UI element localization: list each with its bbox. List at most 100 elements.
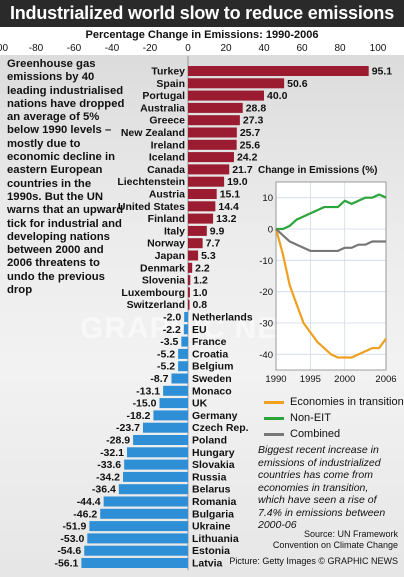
bar [188, 152, 234, 163]
category-label: Romania [192, 496, 237, 508]
value-label: 25.6 [240, 139, 261, 151]
category-label: Slovenia [142, 275, 185, 287]
value-label: 5.3 [201, 250, 216, 262]
value-label: -53.0 [60, 533, 84, 545]
bar [171, 373, 188, 384]
bar [100, 508, 188, 519]
legend-item-economies-in-transition: Economies in transition [264, 396, 404, 408]
value-label: 50.6 [287, 78, 308, 90]
value-label: -46.2 [73, 508, 97, 520]
value-label: -28.9 [106, 435, 130, 447]
value-label: -36.4 [92, 484, 116, 496]
y-tick-label: 0 [268, 225, 273, 236]
value-label: -33.6 [97, 459, 121, 471]
category-label: Poland [192, 435, 227, 447]
category-label: Australia [140, 102, 185, 114]
legend-swatch [264, 416, 284, 420]
intro-text: Greenhouse gas emissions by 40 leading i… [7, 58, 125, 297]
value-label: -2.0 [163, 312, 181, 324]
legend-label: Economies in transition [290, 396, 404, 408]
category-label: France [192, 336, 227, 348]
bar [188, 78, 285, 89]
value-label: 21.7 [232, 164, 253, 176]
bar [81, 558, 188, 568]
value-label: -5.2 [157, 361, 175, 373]
bar [184, 312, 188, 322]
value-label: 2.2 [195, 262, 210, 274]
legend-swatch [264, 400, 284, 404]
value-label: 7.7 [206, 238, 221, 250]
category-label: Switzerland [127, 299, 185, 311]
x-tick-label: -60 [67, 43, 82, 54]
bar [183, 324, 188, 335]
legend-item-non-eit: Non-EIT [264, 412, 331, 424]
category-label: Monaco [192, 385, 232, 397]
plot-border [275, 181, 387, 371]
value-label: -54.6 [57, 545, 81, 557]
bar [123, 471, 188, 482]
note-text: Biggest recent increase in emissions of … [258, 444, 386, 531]
legend-label: Combined [290, 428, 341, 440]
legend-label: Non-EIT [290, 412, 331, 424]
bar [188, 238, 203, 249]
legend-swatch [264, 432, 284, 436]
x-tick-label: 20 [220, 43, 232, 54]
value-label: 28.8 [246, 102, 267, 114]
bar [188, 225, 207, 236]
category-label: Portugal [142, 90, 185, 102]
series-line-non-eit [276, 193, 387, 231]
series-line-economies-in-transition [274, 228, 387, 359]
value-label: 13.2 [216, 213, 237, 225]
category-label: UK [192, 398, 208, 410]
category-label: Japan [155, 250, 185, 262]
bar [188, 66, 369, 76]
x-tick-label: -80 [29, 43, 44, 54]
category-label: Canada [147, 164, 185, 176]
value-label: 27.3 [243, 115, 264, 127]
bar-chart: -100-80-60-40-20020406080100Turkey95.1Sp… [0, 43, 392, 571]
x-tick-label: 80 [334, 43, 346, 54]
value-label: -44.4 [77, 496, 101, 508]
bar [188, 262, 193, 273]
bar [84, 545, 188, 556]
bar [188, 90, 264, 101]
y-tick-label: -40 [259, 350, 273, 361]
y-tick-label: -20 [259, 287, 273, 298]
value-label: -15.0 [133, 398, 157, 410]
category-label: Czech Rep. [192, 422, 249, 434]
value-label: -13.1 [136, 385, 160, 397]
x-tick-label: 100 [370, 43, 387, 54]
plot-area [276, 182, 386, 370]
bar [133, 435, 188, 445]
category-label: Lithuania [192, 533, 239, 545]
category-label: Netherlands [192, 312, 253, 324]
bar [178, 348, 188, 359]
value-label: 0.8 [193, 299, 208, 311]
page-title: Industrialized world slow to reduce emis… [0, 0, 404, 27]
x-tick-label: 0 [185, 43, 191, 54]
category-label: Belarus [192, 484, 231, 496]
value-label: -5.2 [157, 348, 175, 360]
category-label: Latvia [192, 558, 223, 570]
bar [188, 115, 240, 126]
value-label: 15.1 [220, 189, 241, 201]
bar [181, 336, 188, 347]
category-label: Denmark [140, 262, 185, 274]
y-tick-label: -30 [259, 319, 273, 330]
bar [87, 533, 188, 544]
category-label: Liechtenstein [117, 176, 185, 188]
bar [188, 275, 191, 286]
value-label: 1.2 [193, 275, 208, 287]
category-label: United States [118, 201, 185, 213]
category-label: Greece [149, 115, 185, 127]
value-label: -8.7 [150, 373, 168, 385]
bar [188, 189, 217, 199]
category-label: Norway [147, 238, 185, 250]
x-tick-label: 60 [296, 43, 308, 54]
category-label: Estonia [192, 545, 230, 557]
legend-item-combined: Combined [264, 428, 340, 440]
bar [103, 496, 188, 507]
bar [124, 459, 188, 470]
bar [188, 287, 190, 298]
